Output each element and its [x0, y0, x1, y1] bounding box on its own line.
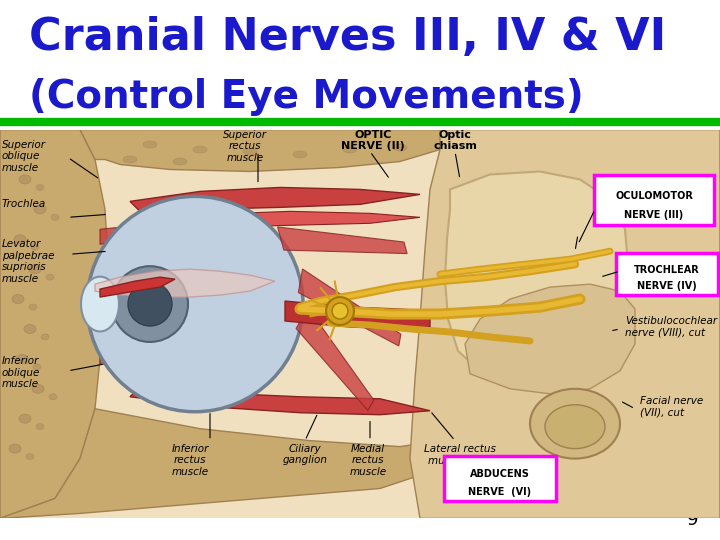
Ellipse shape — [123, 156, 137, 163]
Ellipse shape — [36, 424, 44, 430]
Ellipse shape — [26, 454, 34, 460]
Ellipse shape — [81, 276, 119, 332]
Text: Vestibulocochlear
nerve (VIII), cut: Vestibulocochlear nerve (VIII), cut — [625, 316, 717, 338]
Polygon shape — [130, 187, 420, 211]
Text: Medial
rectus
muscle: Medial rectus muscle — [349, 444, 387, 477]
Text: Cranial Nerves III, IV & VI: Cranial Nerves III, IV & VI — [29, 16, 666, 59]
Ellipse shape — [36, 185, 44, 191]
Text: NERVE (IV): NERVE (IV) — [637, 281, 697, 291]
Polygon shape — [278, 227, 407, 254]
Polygon shape — [0, 409, 440, 518]
Text: Trochlea: Trochlea — [2, 199, 46, 210]
Text: Superior
oblique
muscle: Superior oblique muscle — [2, 139, 46, 173]
Ellipse shape — [530, 389, 620, 458]
Polygon shape — [296, 308, 374, 410]
Polygon shape — [410, 130, 720, 518]
Circle shape — [332, 303, 348, 319]
Ellipse shape — [16, 354, 28, 363]
Text: Ciliary
ganglion: Ciliary ganglion — [282, 444, 328, 465]
Ellipse shape — [293, 151, 307, 158]
Ellipse shape — [545, 405, 605, 449]
Text: Inferior
rectus
muscle: Inferior rectus muscle — [171, 444, 209, 477]
Text: Facial nerve
(VII), cut: Facial nerve (VII), cut — [640, 396, 703, 417]
Polygon shape — [95, 269, 275, 297]
Polygon shape — [0, 130, 108, 518]
Ellipse shape — [46, 274, 54, 280]
Text: (Control Eye Movements): (Control Eye Movements) — [29, 78, 583, 116]
Ellipse shape — [31, 244, 39, 250]
Ellipse shape — [143, 141, 157, 148]
Polygon shape — [445, 172, 628, 377]
Ellipse shape — [34, 205, 46, 214]
Text: Optic
chiasm: Optic chiasm — [433, 130, 477, 151]
Polygon shape — [80, 130, 460, 172]
Polygon shape — [465, 284, 635, 394]
Polygon shape — [100, 277, 175, 297]
Ellipse shape — [14, 235, 26, 244]
Ellipse shape — [12, 295, 24, 303]
Text: Levator
palpebrae
suprioris
muscle: Levator palpebrae suprioris muscle — [2, 239, 55, 284]
Ellipse shape — [29, 265, 41, 274]
Text: Trigeminal nerve (V),
cut: Trigeminal nerve (V), cut — [625, 256, 720, 278]
FancyBboxPatch shape — [444, 456, 556, 502]
Text: Lateral rectus
muscle (cut): Lateral rectus muscle (cut) — [424, 444, 496, 465]
Polygon shape — [285, 301, 430, 329]
Ellipse shape — [24, 325, 36, 334]
Polygon shape — [130, 387, 430, 415]
Ellipse shape — [49, 394, 57, 400]
Ellipse shape — [243, 148, 257, 155]
Ellipse shape — [193, 146, 207, 153]
Text: 9: 9 — [687, 511, 698, 529]
Text: NERVE  (VI): NERVE (VI) — [469, 487, 531, 497]
Circle shape — [112, 266, 188, 342]
Ellipse shape — [9, 444, 21, 453]
Ellipse shape — [51, 214, 59, 220]
FancyBboxPatch shape — [594, 176, 714, 225]
Circle shape — [326, 297, 354, 325]
Polygon shape — [298, 269, 401, 346]
Circle shape — [87, 197, 303, 411]
Ellipse shape — [19, 175, 31, 184]
Text: Inferior
oblique
muscle: Inferior oblique muscle — [2, 356, 40, 389]
Ellipse shape — [41, 334, 49, 340]
Ellipse shape — [393, 144, 407, 151]
Ellipse shape — [343, 146, 357, 153]
Text: NERVE (III): NERVE (III) — [624, 210, 683, 220]
Polygon shape — [100, 224, 185, 244]
Text: ABDUCENS: ABDUCENS — [470, 469, 530, 479]
Ellipse shape — [29, 304, 37, 310]
Ellipse shape — [33, 364, 41, 370]
Text: OPTIC
NERVE (II): OPTIC NERVE (II) — [341, 130, 405, 151]
Polygon shape — [100, 351, 200, 371]
Circle shape — [128, 282, 172, 326]
Ellipse shape — [32, 384, 44, 393]
Ellipse shape — [173, 158, 187, 165]
Text: OCULOMOTOR: OCULOMOTOR — [615, 191, 693, 200]
Polygon shape — [140, 211, 420, 230]
FancyBboxPatch shape — [616, 253, 718, 295]
Ellipse shape — [19, 414, 31, 423]
Text: Superior
rectus
muscle: Superior rectus muscle — [223, 130, 267, 163]
Text: TROCHLEAR: TROCHLEAR — [634, 265, 700, 275]
